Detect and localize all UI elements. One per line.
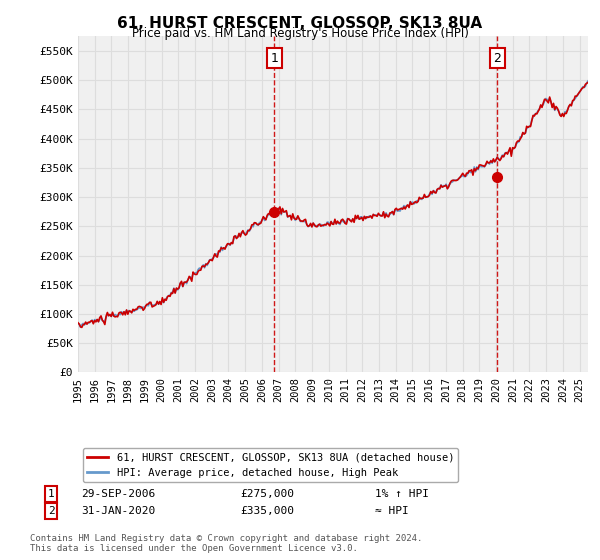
Text: 61, HURST CRESCENT, GLOSSOP, SK13 8UA: 61, HURST CRESCENT, GLOSSOP, SK13 8UA	[118, 16, 482, 31]
Text: 2: 2	[47, 506, 55, 516]
Text: 29-SEP-2006: 29-SEP-2006	[81, 489, 155, 499]
Text: £275,000: £275,000	[240, 489, 294, 499]
Text: Price paid vs. HM Land Registry's House Price Index (HPI): Price paid vs. HM Land Registry's House …	[131, 27, 469, 40]
Text: Contains HM Land Registry data © Crown copyright and database right 2024.
This d: Contains HM Land Registry data © Crown c…	[30, 534, 422, 553]
Text: 31-JAN-2020: 31-JAN-2020	[81, 506, 155, 516]
Legend: 61, HURST CRESCENT, GLOSSOP, SK13 8UA (detached house), HPI: Average price, deta: 61, HURST CRESCENT, GLOSSOP, SK13 8UA (d…	[83, 448, 458, 482]
Text: 1: 1	[47, 489, 55, 499]
Text: ≈ HPI: ≈ HPI	[375, 506, 409, 516]
Text: 2: 2	[493, 52, 502, 65]
Text: 1% ↑ HPI: 1% ↑ HPI	[375, 489, 429, 499]
Text: 1: 1	[271, 52, 278, 65]
Text: £335,000: £335,000	[240, 506, 294, 516]
